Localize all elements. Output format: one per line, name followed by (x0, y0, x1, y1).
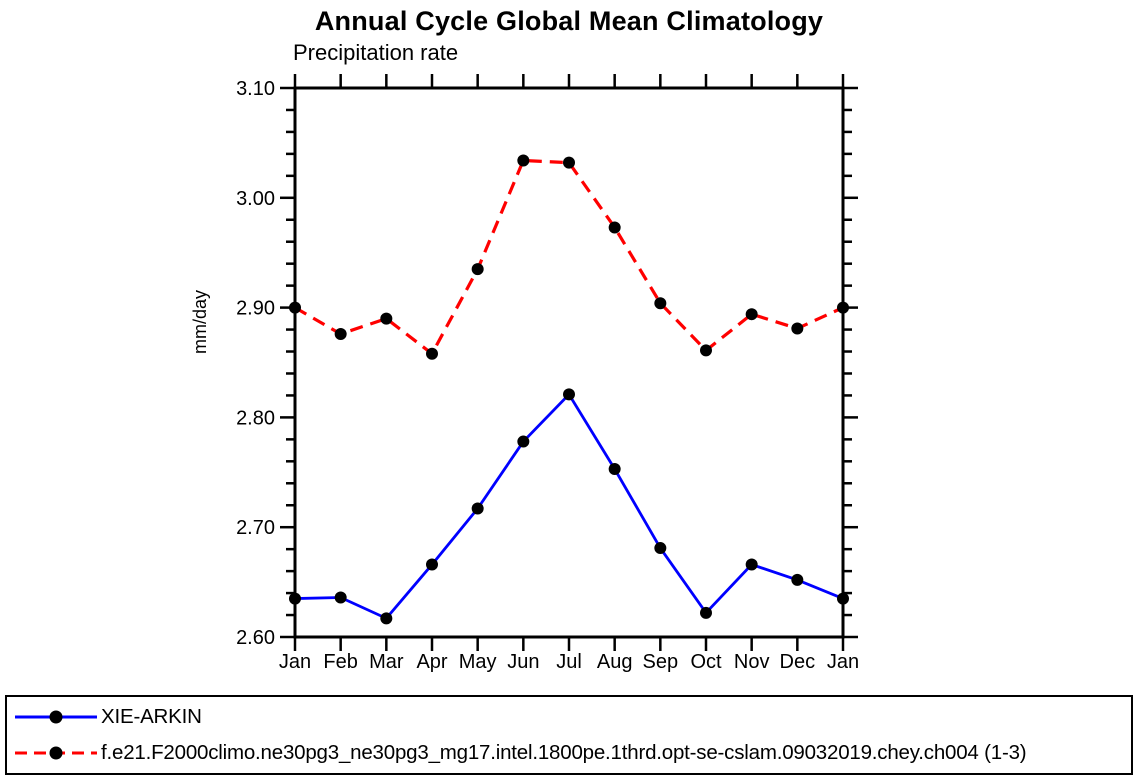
series-1-point-May (471, 263, 484, 276)
series-0-point-Oct (700, 606, 712, 619)
x-tick-label: Mar (369, 651, 404, 673)
x-tick-label: Sep (643, 651, 679, 673)
x-tick-label: Jul (556, 651, 582, 673)
x-tick-label: Jun (507, 651, 539, 673)
series-0-point-Jan (837, 592, 849, 605)
y-tick-label: 2.90 (236, 298, 275, 320)
series-0-point-Feb (334, 591, 347, 604)
legend-item-xie-arkin: XIE-ARKIN (14, 700, 1131, 734)
legend-box: XIE-ARKIN f.e21.F2000climo.ne30pg3_ne30p… (5, 695, 1133, 775)
series-line-0 (294, 392, 844, 621)
x-tick-label: Feb (323, 651, 357, 673)
y-tick-label: 3.00 (236, 188, 275, 210)
series-0-point-Aug (608, 463, 621, 476)
series-1-point-Jul (563, 156, 575, 169)
series-1-point-Apr (426, 347, 438, 360)
x-tick-label: Dec (780, 651, 816, 673)
chart-subtitle: Precipitation rate (293, 40, 459, 65)
x-tick-label: Aug (597, 651, 633, 673)
x-tick-label: May (459, 651, 497, 673)
series-0-point-Jan (289, 592, 301, 605)
series-1-point-Aug (608, 221, 621, 234)
x-tick-label: Nov (734, 651, 770, 673)
series-0-point-Apr (426, 558, 438, 571)
y-tick-label: 3.10 (236, 78, 275, 100)
series-1-point-Jan (837, 301, 849, 314)
chart-title: Annual Cycle Global Mean Climatology (314, 6, 824, 36)
series-1-point-Feb (334, 327, 347, 340)
series-0-point-Mar (380, 612, 393, 625)
x-tick-label: Apr (416, 651, 447, 673)
y-tick-label: 2.70 (236, 517, 275, 539)
series-1-point-Jun (517, 154, 530, 167)
series-0-point-Jul (563, 388, 575, 401)
series-0-point-Nov (745, 558, 758, 571)
legend-item-model-run: f.e21.F2000climo.ne30pg3_ne30pg3_mg17.in… (14, 736, 1131, 770)
y-tick-label: 2.80 (236, 407, 275, 429)
series-1-point-Dec (791, 322, 804, 335)
x-tick-label: Jan (279, 651, 311, 673)
series-1-point-Sep (654, 297, 667, 310)
plot-frame (293, 86, 845, 639)
series-0-point-Jun (517, 435, 530, 448)
legend-line-solid-icon (15, 710, 97, 724)
series-1-point-Jan (289, 301, 301, 314)
legend-label: f.e21.F2000climo.ne30pg3_ne30pg3_mg17.in… (101, 740, 1027, 764)
y-tick-label: 2.60 (236, 627, 275, 649)
legend-line-dashed-icon (15, 746, 97, 760)
series-1-point-Nov (745, 308, 758, 321)
x-tick-label: Jan (827, 651, 859, 673)
series-1-point-Mar (380, 312, 393, 325)
series-0-point-Dec (791, 573, 804, 586)
y-axis-label: mm/day (190, 290, 210, 354)
plot-area: Jan Feb Mar Apr May Jun Jul Aug Sep Oct Nov Dec Jan2… (190, 74, 859, 673)
series-line-1 (294, 158, 844, 357)
x-tick-label: Oct (690, 651, 722, 673)
series-0-point-Sep (654, 542, 667, 555)
legend-label: XIE-ARKIN (101, 705, 202, 729)
series-1-point-Oct (700, 344, 712, 357)
series-0-point-May (471, 502, 484, 515)
